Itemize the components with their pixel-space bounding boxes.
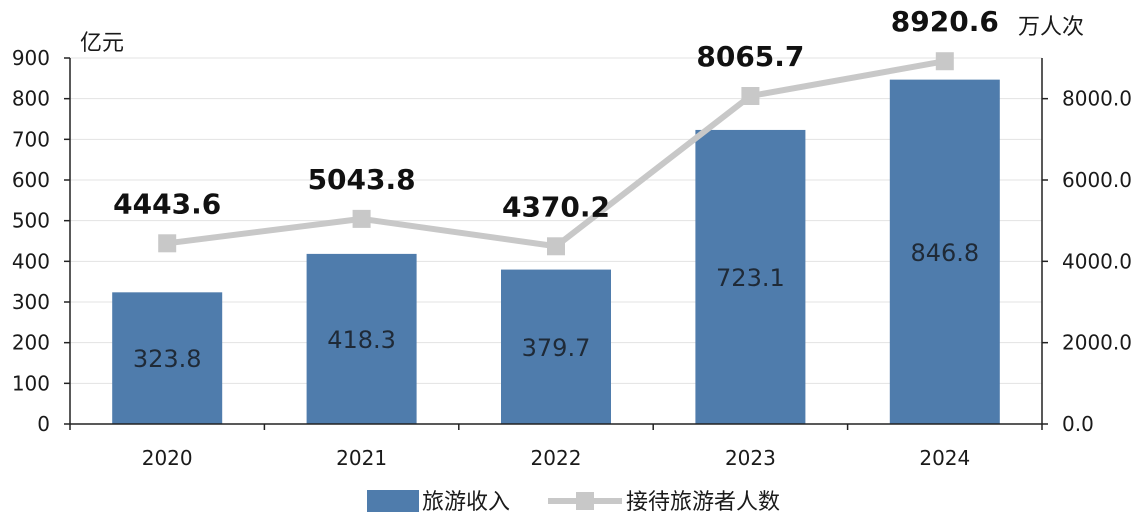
bar [695,129,806,424]
right-tick-label: 4000.0 [1062,249,1132,273]
bar [112,292,223,424]
line-point [352,209,371,228]
line-data-labels: 4443.6 5043.8 4370.2 8065.7 8920.6 [113,5,999,223]
x-tick-label: 2023 [725,446,776,470]
right-tick-label: 2000.0 [1062,331,1132,355]
bar [889,79,1000,424]
bar-series [112,79,1000,424]
bar-data-label: 723.1 [716,264,785,292]
left-tick-label: 800 [12,87,50,111]
left-tick-label: 200 [12,331,50,355]
left-tick-label: 700 [12,127,50,151]
left-tick-label: 300 [12,290,50,314]
line-series [158,52,954,256]
line-point [547,237,565,256]
axes [64,57,1048,430]
line-data-label: 4370.2 [502,190,610,223]
line-data-label: 8065.7 [696,40,804,73]
left-tick-label: 0 [37,412,50,436]
line-data-label: 8920.6 [891,5,999,38]
line-data-label: 4443.6 [113,187,221,220]
bar [501,269,611,424]
x-tick-label: 2022 [531,446,582,470]
legend: 旅游收入 接待旅游者人数 [367,490,780,515]
legend-label-line: 接待旅游者人数 [626,490,780,515]
left-axis-unit: 亿元 [80,31,124,56]
left-tick-label: 400 [12,249,50,273]
line-point [935,52,954,71]
legend-label-bar: 旅游收入 [422,490,510,515]
left-tick-label: 600 [12,168,50,192]
left-tick-label: 900 [12,46,50,70]
right-tick-label: 8000.0 [1062,87,1132,111]
legend-swatch-marker [576,492,594,510]
x-tick-labels: 2020 2021 2022 2023 2024 [142,446,971,470]
right-axis-unit: 万人次 [1018,15,1084,40]
left-tick-label: 100 [12,371,50,395]
right-y-tick-labels: 0.0 2000.0 4000.0 6000.0 8000.0 [1062,87,1132,436]
bar-data-label: 379.7 [522,334,591,362]
gridlines [70,57,1042,384]
right-tick-label: 0.0 [1062,412,1094,436]
bar-data-labels: 323.8 418.3 379.7 723.1 846.8 [133,239,979,373]
right-tick-label: 6000.0 [1062,168,1132,192]
line-point [158,234,177,253]
line-data-label: 5043.8 [308,163,416,196]
x-tick-label: 2020 [142,446,193,470]
x-tick-label: 2021 [336,446,387,470]
bar-data-label: 846.8 [910,239,979,267]
legend-swatch-bar [367,490,419,512]
line-point [741,86,760,105]
bar [306,253,417,424]
left-tick-label: 500 [12,209,50,233]
x-tick-label: 2024 [919,446,970,470]
bar-data-label: 323.8 [133,345,202,373]
left-y-tick-labels: 0 100 200 300 400 500 600 700 800 900 [12,46,50,436]
bar-data-label: 418.3 [327,326,396,354]
